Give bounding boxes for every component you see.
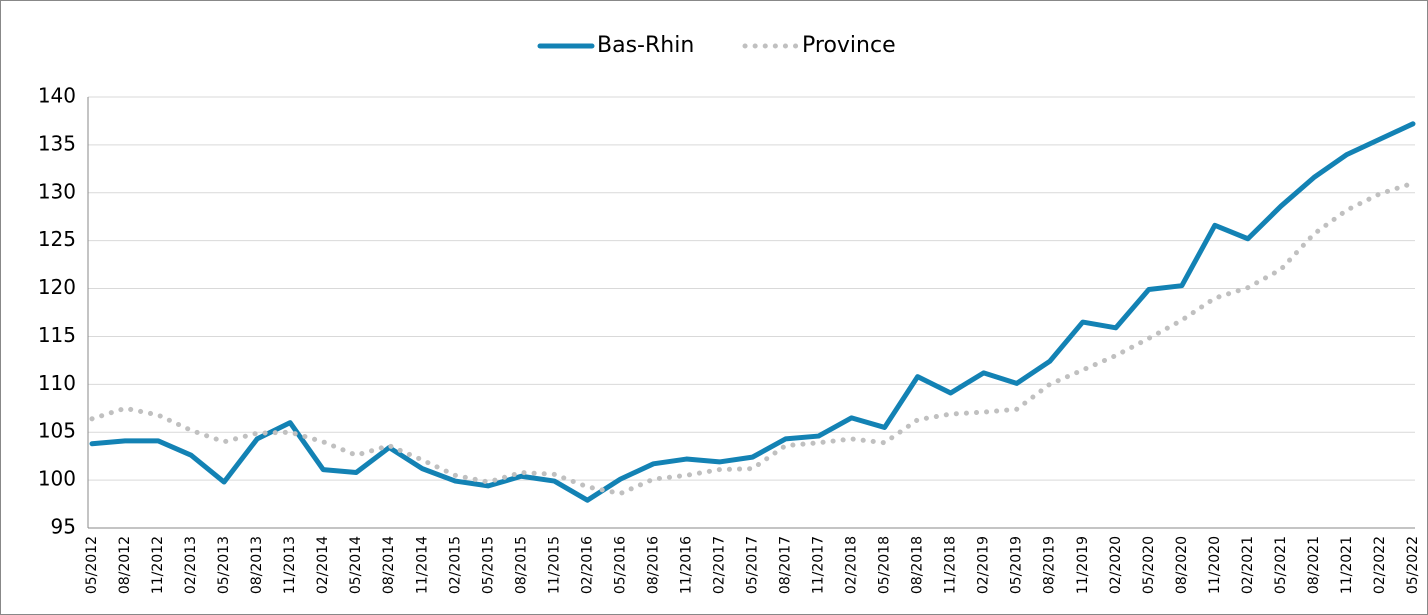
x-tick-label: 05/2018 (877, 536, 893, 594)
x-tick-label: 08/2012 (117, 536, 133, 594)
x-tick-label: 05/2017 (745, 536, 761, 594)
x-tick-label: 02/2015 (447, 536, 463, 594)
x-tick-label: 11/2016 (678, 536, 694, 594)
x-tick-label: 05/2012 (84, 536, 100, 594)
x-tick-label: 08/2014 (381, 536, 397, 594)
x-tick-label: 08/2021 (1306, 536, 1322, 594)
x-tick-label: 08/2017 (778, 536, 794, 594)
y-tick-label: 120 (38, 275, 76, 299)
series-line (89, 121, 1416, 503)
x-tick-label: 11/2020 (1207, 536, 1223, 594)
series-line (89, 180, 1416, 497)
x-tick-label: 11/2014 (414, 536, 430, 594)
x-tick-label: 05/2022 (1405, 536, 1421, 594)
y-tick-label: 125 (38, 227, 76, 251)
x-tick-label: 05/2016 (612, 536, 628, 594)
x-tick-label: 05/2013 (216, 536, 232, 594)
x-tick-label: 11/2012 (150, 536, 166, 594)
x-tick-label: 02/2020 (1108, 536, 1124, 594)
y-tick-label: 135 (38, 131, 76, 155)
x-tick-label: 11/2018 (943, 536, 959, 594)
x-tick-label: 05/2014 (348, 536, 364, 594)
y-tick-label: 105 (38, 419, 76, 443)
x-tick-label: 02/2016 (579, 536, 595, 594)
x-tick-label: 02/2018 (844, 536, 860, 594)
y-tick-label: 100 (38, 467, 76, 491)
x-tick-label: 08/2018 (910, 536, 926, 594)
x-tick-label: 05/2021 (1273, 536, 1289, 594)
x-tick-label: 05/2020 (1141, 536, 1157, 594)
x-tick-label: 05/2019 (1009, 536, 1025, 594)
x-tick-label: 02/2022 (1372, 536, 1388, 594)
x-tick-label: 05/2015 (480, 536, 496, 594)
x-tick-label: 02/2019 (976, 536, 992, 594)
y-tick-label: 115 (38, 323, 76, 347)
x-tick-label: 11/2019 (1075, 536, 1091, 594)
y-tick-label: 110 (38, 371, 76, 395)
x-tick-label: 02/2013 (183, 536, 199, 594)
x-tick-label: 11/2015 (546, 536, 562, 594)
x-tick-label: 11/2021 (1339, 536, 1355, 594)
x-tick-label: 11/2017 (811, 536, 827, 594)
y-tick-label: 140 (38, 84, 76, 108)
x-tick-label: 08/2015 (513, 536, 529, 594)
x-tick-label: 02/2017 (711, 536, 727, 594)
x-tick-label: 02/2021 (1240, 536, 1256, 594)
x-tick-label: 08/2013 (249, 536, 265, 594)
legend-label: Province (802, 33, 896, 58)
x-tick-label: 08/2020 (1174, 536, 1190, 594)
y-tick-label: 130 (38, 179, 76, 203)
y-tick-label: 95 (51, 515, 76, 539)
x-tick-label: 02/2014 (315, 536, 331, 594)
x-tick-label: 08/2016 (645, 536, 661, 594)
legend-label: Bas-Rhin (597, 33, 694, 58)
x-tick-label: 11/2013 (282, 536, 298, 594)
x-tick-label: 08/2019 (1042, 536, 1058, 594)
